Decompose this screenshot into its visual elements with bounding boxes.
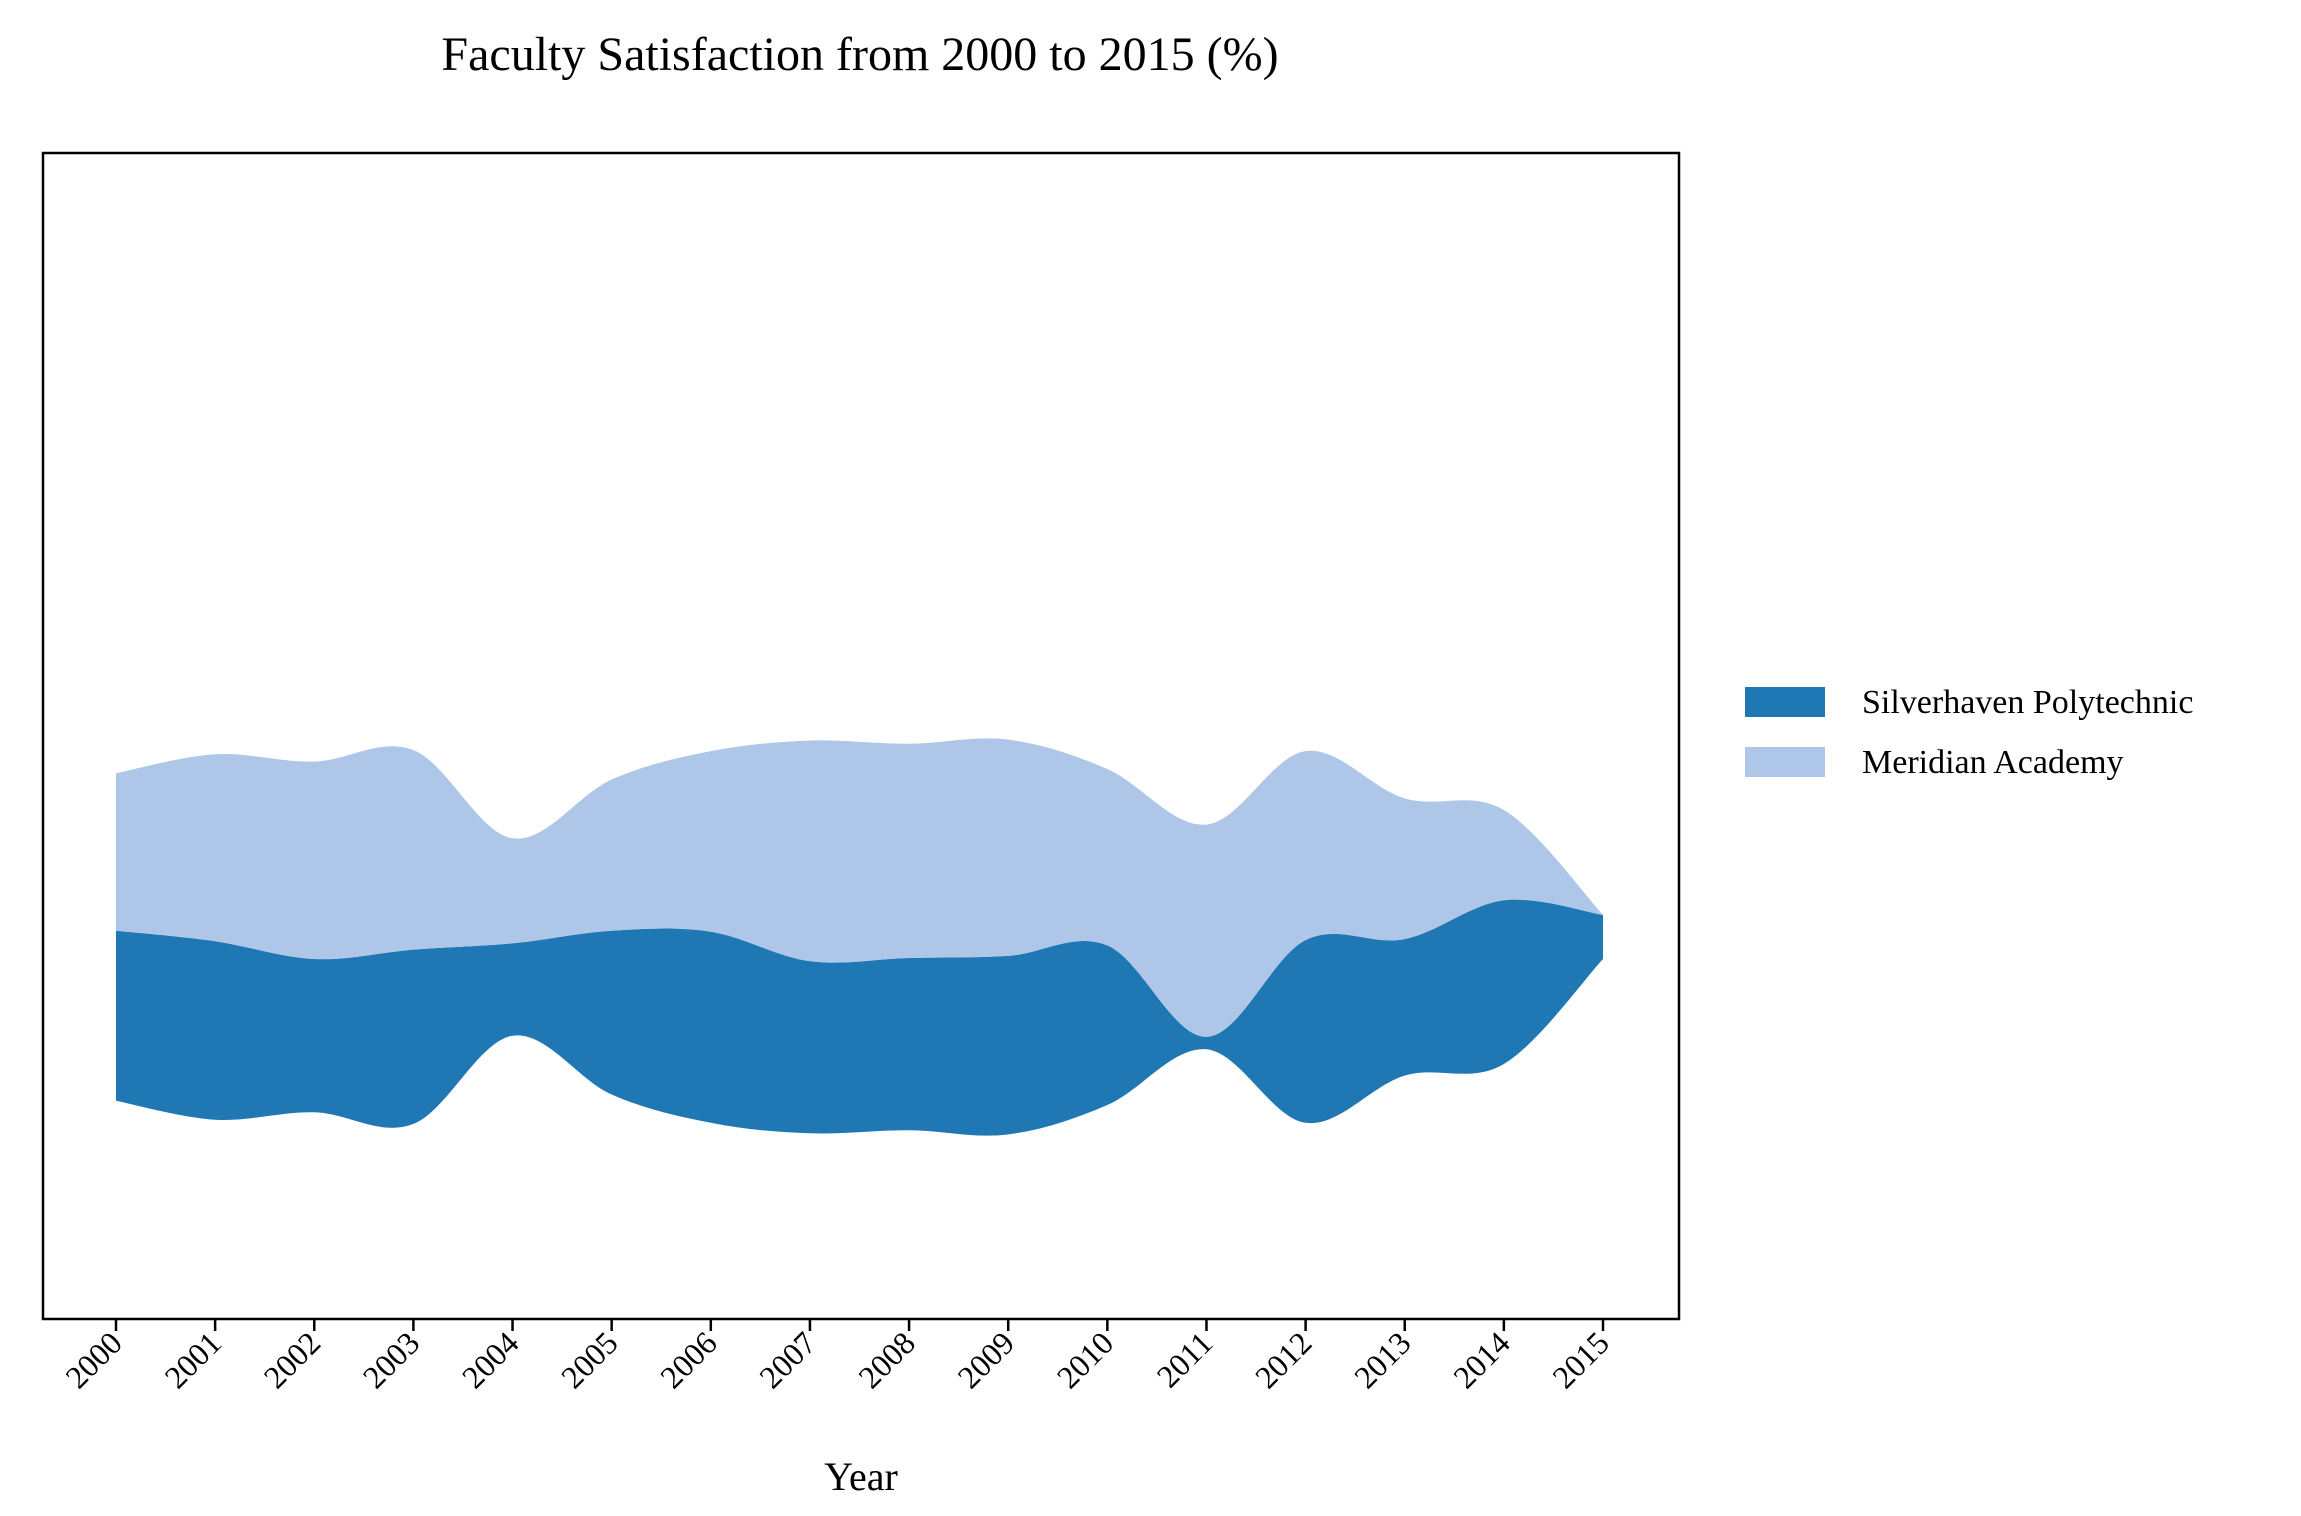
x-tick-label: 2012	[1248, 1324, 1319, 1395]
x-axis: 2000 2001 2002 2003 2004 2005 2006 2007 2008 2009…	[58, 1319, 1616, 1395]
series-area-meridian-academy	[116, 738, 1603, 1037]
x-tick-label: 2003	[356, 1324, 427, 1395]
x-tick-label: 2013	[1347, 1324, 1418, 1395]
legend: Silverhaven Polytechnic Meridian Academy	[1745, 684, 2193, 781]
legend-swatch	[1745, 687, 1825, 717]
series-area-silverhaven-polytechnic	[116, 899, 1603, 1136]
x-tick-label: 2011	[1150, 1324, 1220, 1394]
plot-frame	[41, 151, 1681, 1321]
x-tick-label: 2001	[157, 1324, 228, 1395]
x-tick-label: 2014	[1446, 1324, 1517, 1395]
x-tick-label: 2015	[1545, 1324, 1616, 1395]
x-tick-label: 2004	[455, 1324, 526, 1395]
areas-layer	[116, 738, 1603, 1136]
legend-label: Meridian Academy	[1862, 744, 2124, 781]
x-tick-label: 2008	[851, 1324, 922, 1395]
x-tick-label: 2007	[752, 1324, 823, 1395]
x-tick-label: 2002	[257, 1324, 328, 1395]
x-tick-label: 2005	[554, 1324, 625, 1395]
legend-swatch	[1745, 747, 1825, 777]
x-tick-label: 2006	[653, 1324, 724, 1395]
x-tick-label: 2000	[58, 1324, 129, 1395]
x-axis-label: Year	[824, 1454, 898, 1499]
chart-title: Faculty Satisfaction from 2000 to 2015 (…	[441, 28, 1278, 81]
x-tick-label: 2010	[1050, 1324, 1121, 1395]
legend-label: Silverhaven Polytechnic	[1862, 684, 2193, 721]
x-tick-label: 2009	[950, 1324, 1021, 1395]
